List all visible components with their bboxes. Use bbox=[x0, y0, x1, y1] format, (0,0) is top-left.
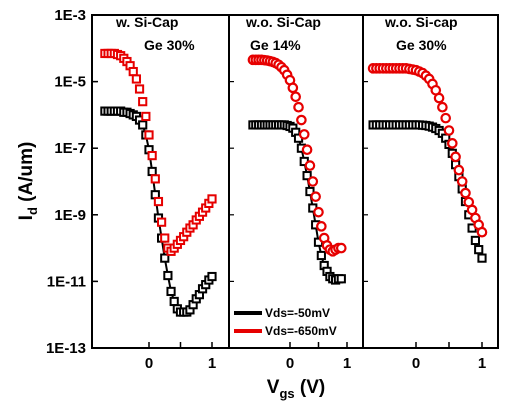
data-point bbox=[163, 270, 173, 281]
data-point bbox=[470, 235, 480, 246]
data-point bbox=[160, 233, 170, 243]
data-point bbox=[313, 206, 324, 218]
data-point bbox=[446, 138, 458, 149]
y-tick-label: 1E-9 bbox=[54, 207, 86, 224]
x-tick-label: 1 bbox=[343, 355, 351, 372]
series-vds-650mv bbox=[367, 63, 488, 238]
x-axis-title-sub: gs bbox=[279, 386, 294, 401]
series-vds-50mv bbox=[248, 120, 346, 285]
data-point bbox=[336, 274, 346, 284]
y-axis-title: Id (A/um) bbox=[16, 142, 40, 221]
panel-frame bbox=[362, 14, 499, 349]
data-point bbox=[474, 245, 484, 255]
panel-plot-area bbox=[247, 54, 347, 285]
data-point bbox=[290, 91, 301, 103]
data-point bbox=[150, 174, 160, 184]
data-point bbox=[207, 271, 217, 282]
data-point bbox=[477, 253, 487, 263]
panel-1: 0 1 w. Si-Cap Ge 30% bbox=[91, 14, 230, 372]
x-tick-label: 0 bbox=[286, 355, 294, 372]
data-point bbox=[138, 97, 148, 107]
data-point bbox=[437, 101, 448, 113]
y-axis-title-sub: d bbox=[25, 207, 40, 215]
y-tick-label: 1E-13 bbox=[46, 340, 86, 357]
x-axis-title: Vgs (V) bbox=[267, 377, 325, 401]
data-point bbox=[456, 176, 468, 187]
y-axis-title-main: I bbox=[16, 215, 37, 220]
legend-label: Vds=-50mV bbox=[265, 306, 330, 320]
panel-plot-area bbox=[367, 63, 488, 263]
panel-annotation-line: w.o. Si-Cap bbox=[245, 14, 321, 30]
data-point bbox=[440, 112, 451, 124]
data-point bbox=[298, 129, 310, 140]
data-point bbox=[138, 120, 148, 130]
data-point bbox=[157, 217, 167, 227]
series-line bbox=[104, 110, 213, 314]
panel-annotation-line: w.o. Si-cap bbox=[384, 14, 458, 30]
x-tick-label: 1 bbox=[208, 355, 216, 372]
y-tick-label: 1E-11 bbox=[47, 273, 86, 290]
panel-frame bbox=[228, 14, 364, 349]
y-tick-label: 1E-7 bbox=[54, 140, 86, 157]
data-point bbox=[141, 111, 151, 122]
data-point bbox=[153, 196, 164, 207]
data-point bbox=[144, 130, 154, 140]
data-point bbox=[450, 151, 461, 163]
panel-annotation-line: w. Si-Cap bbox=[115, 14, 179, 30]
data-point bbox=[316, 221, 327, 232]
data-point bbox=[305, 186, 315, 197]
data-point bbox=[335, 242, 347, 254]
data-point bbox=[301, 144, 313, 156]
data-point bbox=[287, 82, 299, 94]
data-point bbox=[160, 253, 170, 263]
panel-plot-area bbox=[100, 48, 217, 317]
series-vds-650mv bbox=[247, 54, 347, 257]
legend: Vds=-50mV Vds=-650mV bbox=[234, 306, 337, 338]
data-point bbox=[453, 164, 465, 176]
data-point bbox=[147, 166, 157, 177]
x-axis-title-unit: (V) bbox=[295, 377, 326, 398]
data-point bbox=[433, 92, 445, 104]
data-point bbox=[166, 286, 176, 297]
x-tick-label: 0 bbox=[412, 355, 420, 372]
data-point bbox=[293, 101, 304, 113]
series-vds-650mv bbox=[100, 48, 217, 256]
data-point bbox=[310, 191, 321, 202]
panel-annotation-line: Ge 30% bbox=[396, 37, 447, 53]
panel-frame bbox=[91, 14, 230, 349]
data-point bbox=[147, 150, 157, 161]
legend-label: Vds=-650mV bbox=[265, 324, 337, 338]
x-axis-title-main: V bbox=[267, 377, 280, 398]
data-point bbox=[302, 171, 312, 181]
panel-3: 0 1 w.o. Si-cap Ge 30% bbox=[362, 14, 499, 372]
data-point bbox=[476, 226, 488, 238]
y-axis-title-unit: (A/um) bbox=[16, 142, 37, 207]
data-point bbox=[296, 114, 307, 126]
x-tick-label: 1 bbox=[478, 355, 486, 372]
data-point bbox=[316, 250, 326, 261]
data-point bbox=[128, 66, 138, 77]
data-point bbox=[134, 84, 145, 94]
data-point bbox=[169, 296, 179, 307]
panel-2: 0 1 w.o. Si-Cap Ge 14% bbox=[228, 14, 364, 372]
panel-annotation-line: Ge 14% bbox=[250, 37, 301, 53]
panel-annotation-line: Ge 30% bbox=[144, 37, 195, 53]
x-tick-label: 0 bbox=[145, 355, 153, 372]
data-point bbox=[207, 194, 217, 204]
data-point bbox=[443, 125, 455, 136]
data-point bbox=[460, 187, 471, 199]
data-point bbox=[131, 74, 142, 84]
data-point bbox=[307, 176, 319, 187]
data-point bbox=[304, 160, 316, 171]
y-tick-label: 1E-3 bbox=[54, 7, 86, 24]
y-tick-label: 1E-5 bbox=[54, 74, 86, 91]
